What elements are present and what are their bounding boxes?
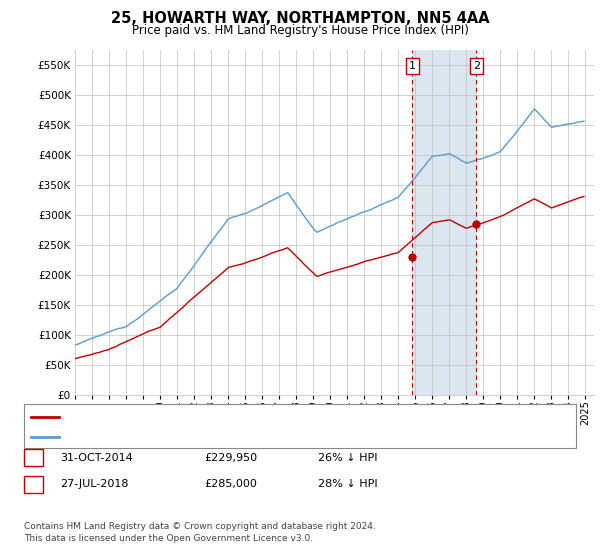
Text: Contains HM Land Registry data © Crown copyright and database right 2024.
This d: Contains HM Land Registry data © Crown c…	[24, 522, 376, 543]
Text: 26% ↓ HPI: 26% ↓ HPI	[318, 452, 377, 463]
Text: £229,950: £229,950	[204, 452, 257, 463]
Text: 25, HOWARTH WAY, NORTHAMPTON, NN5 4AA: 25, HOWARTH WAY, NORTHAMPTON, NN5 4AA	[110, 11, 490, 26]
Bar	[412, 50, 476, 395]
Text: 1: 1	[409, 61, 416, 71]
Text: 31-OCT-2014: 31-OCT-2014	[60, 452, 133, 463]
Text: HPI: Average price, detached house, West Northamptonshire: HPI: Average price, detached house, West…	[65, 432, 382, 442]
Text: £285,000: £285,000	[204, 479, 257, 489]
Text: 25, HOWARTH WAY, NORTHAMPTON, NN5 4AA (detached house): 25, HOWARTH WAY, NORTHAMPTON, NN5 4AA (d…	[65, 412, 399, 422]
Text: 1: 1	[30, 452, 37, 463]
Text: Price paid vs. HM Land Registry's House Price Index (HPI): Price paid vs. HM Land Registry's House …	[131, 24, 469, 36]
Text: 28% ↓ HPI: 28% ↓ HPI	[318, 479, 377, 489]
Text: 27-JUL-2018: 27-JUL-2018	[60, 479, 128, 489]
Text: 2: 2	[473, 61, 480, 71]
Text: 2: 2	[30, 479, 37, 489]
